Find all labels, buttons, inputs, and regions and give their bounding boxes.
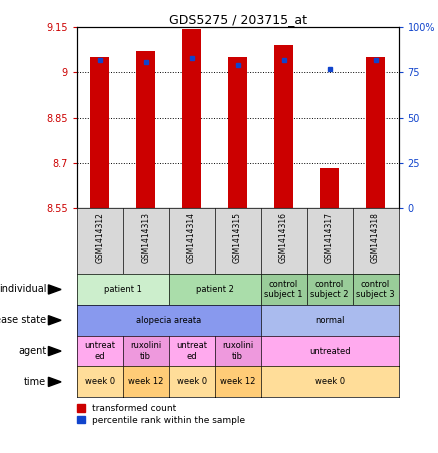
Bar <box>136 51 155 208</box>
Bar <box>274 45 293 208</box>
Text: untreat
ed: untreat ed <box>176 342 207 361</box>
Text: agent: agent <box>18 346 46 356</box>
Text: week 0: week 0 <box>177 377 207 386</box>
Text: GSM1414316: GSM1414316 <box>279 212 288 263</box>
Text: GSM1414312: GSM1414312 <box>95 212 104 263</box>
Text: control
subject 3: control subject 3 <box>356 280 395 299</box>
Text: alopecia areata: alopecia areata <box>136 316 201 325</box>
Bar <box>366 58 385 208</box>
Bar <box>229 58 247 208</box>
Text: patient 2: patient 2 <box>196 285 233 294</box>
Text: week 12: week 12 <box>128 377 163 386</box>
Bar <box>321 168 339 208</box>
Polygon shape <box>48 347 61 356</box>
Text: ruxolini
tib: ruxolini tib <box>130 342 161 361</box>
Text: untreated: untreated <box>309 347 350 356</box>
Title: GDS5275 / 203715_at: GDS5275 / 203715_at <box>169 13 307 26</box>
Text: individual: individual <box>0 284 46 294</box>
Text: time: time <box>24 377 46 387</box>
Legend: transformed count, percentile rank within the sample: transformed count, percentile rank withi… <box>77 404 245 425</box>
Polygon shape <box>48 377 61 386</box>
Text: ruxolini
tib: ruxolini tib <box>222 342 253 361</box>
Text: control
subject 2: control subject 2 <box>311 280 349 299</box>
Polygon shape <box>48 285 61 294</box>
Text: untreat
ed: untreat ed <box>84 342 115 361</box>
Bar <box>183 29 201 208</box>
Text: normal: normal <box>315 316 344 325</box>
Text: week 0: week 0 <box>314 377 345 386</box>
Polygon shape <box>48 316 61 325</box>
Text: patient 1: patient 1 <box>104 285 141 294</box>
Text: GSM1414313: GSM1414313 <box>141 212 150 263</box>
Text: GSM1414314: GSM1414314 <box>187 212 196 263</box>
Text: GSM1414318: GSM1414318 <box>371 212 380 263</box>
Text: GSM1414317: GSM1414317 <box>325 212 334 263</box>
Bar <box>90 58 109 208</box>
Text: GSM1414315: GSM1414315 <box>233 212 242 263</box>
Text: week 0: week 0 <box>85 377 115 386</box>
Text: control
subject 1: control subject 1 <box>265 280 303 299</box>
Text: disease state: disease state <box>0 315 46 325</box>
Text: week 12: week 12 <box>220 377 255 386</box>
